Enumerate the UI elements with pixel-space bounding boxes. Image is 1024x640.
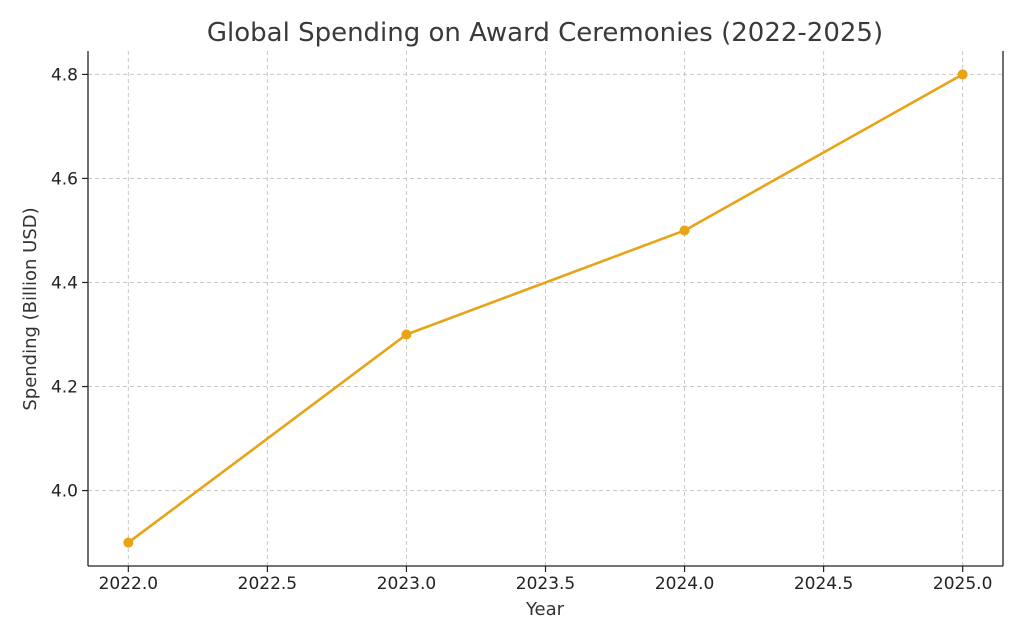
data-point [123,537,134,548]
data-point [401,329,412,340]
x-tick-label: 2022.5 [238,574,297,594]
series-line [127,73,964,544]
y-axis-label: Spending (Billion USD) [20,207,41,410]
y-tick-label: 4.6 [51,169,78,189]
data-point [679,225,690,236]
x-tick-label: 2025.0 [933,574,992,594]
x-axis-label: Year [525,599,565,620]
data-point [957,69,968,80]
y-tick-label: 4.4 [51,273,78,293]
y-tick-label: 4.2 [51,378,78,398]
y-tick-label: 4.8 [51,65,78,85]
x-tick-label: 2024.5 [794,574,853,594]
x-tick-label: 2023.0 [377,574,436,594]
y-tick-label: 4.0 [51,482,78,502]
chart-title: Global Spending on Award Ceremonies (202… [207,18,883,48]
series-layer [123,69,968,548]
x-tick-label: 2022.0 [99,574,158,594]
ticks-layer: 2022.0 2022.5 2023.0 2023.5 2024.0 2024.5 2025… [51,65,992,594]
x-tick-label: 2024.0 [655,574,714,594]
x-tick-label: 2023.5 [516,574,575,594]
